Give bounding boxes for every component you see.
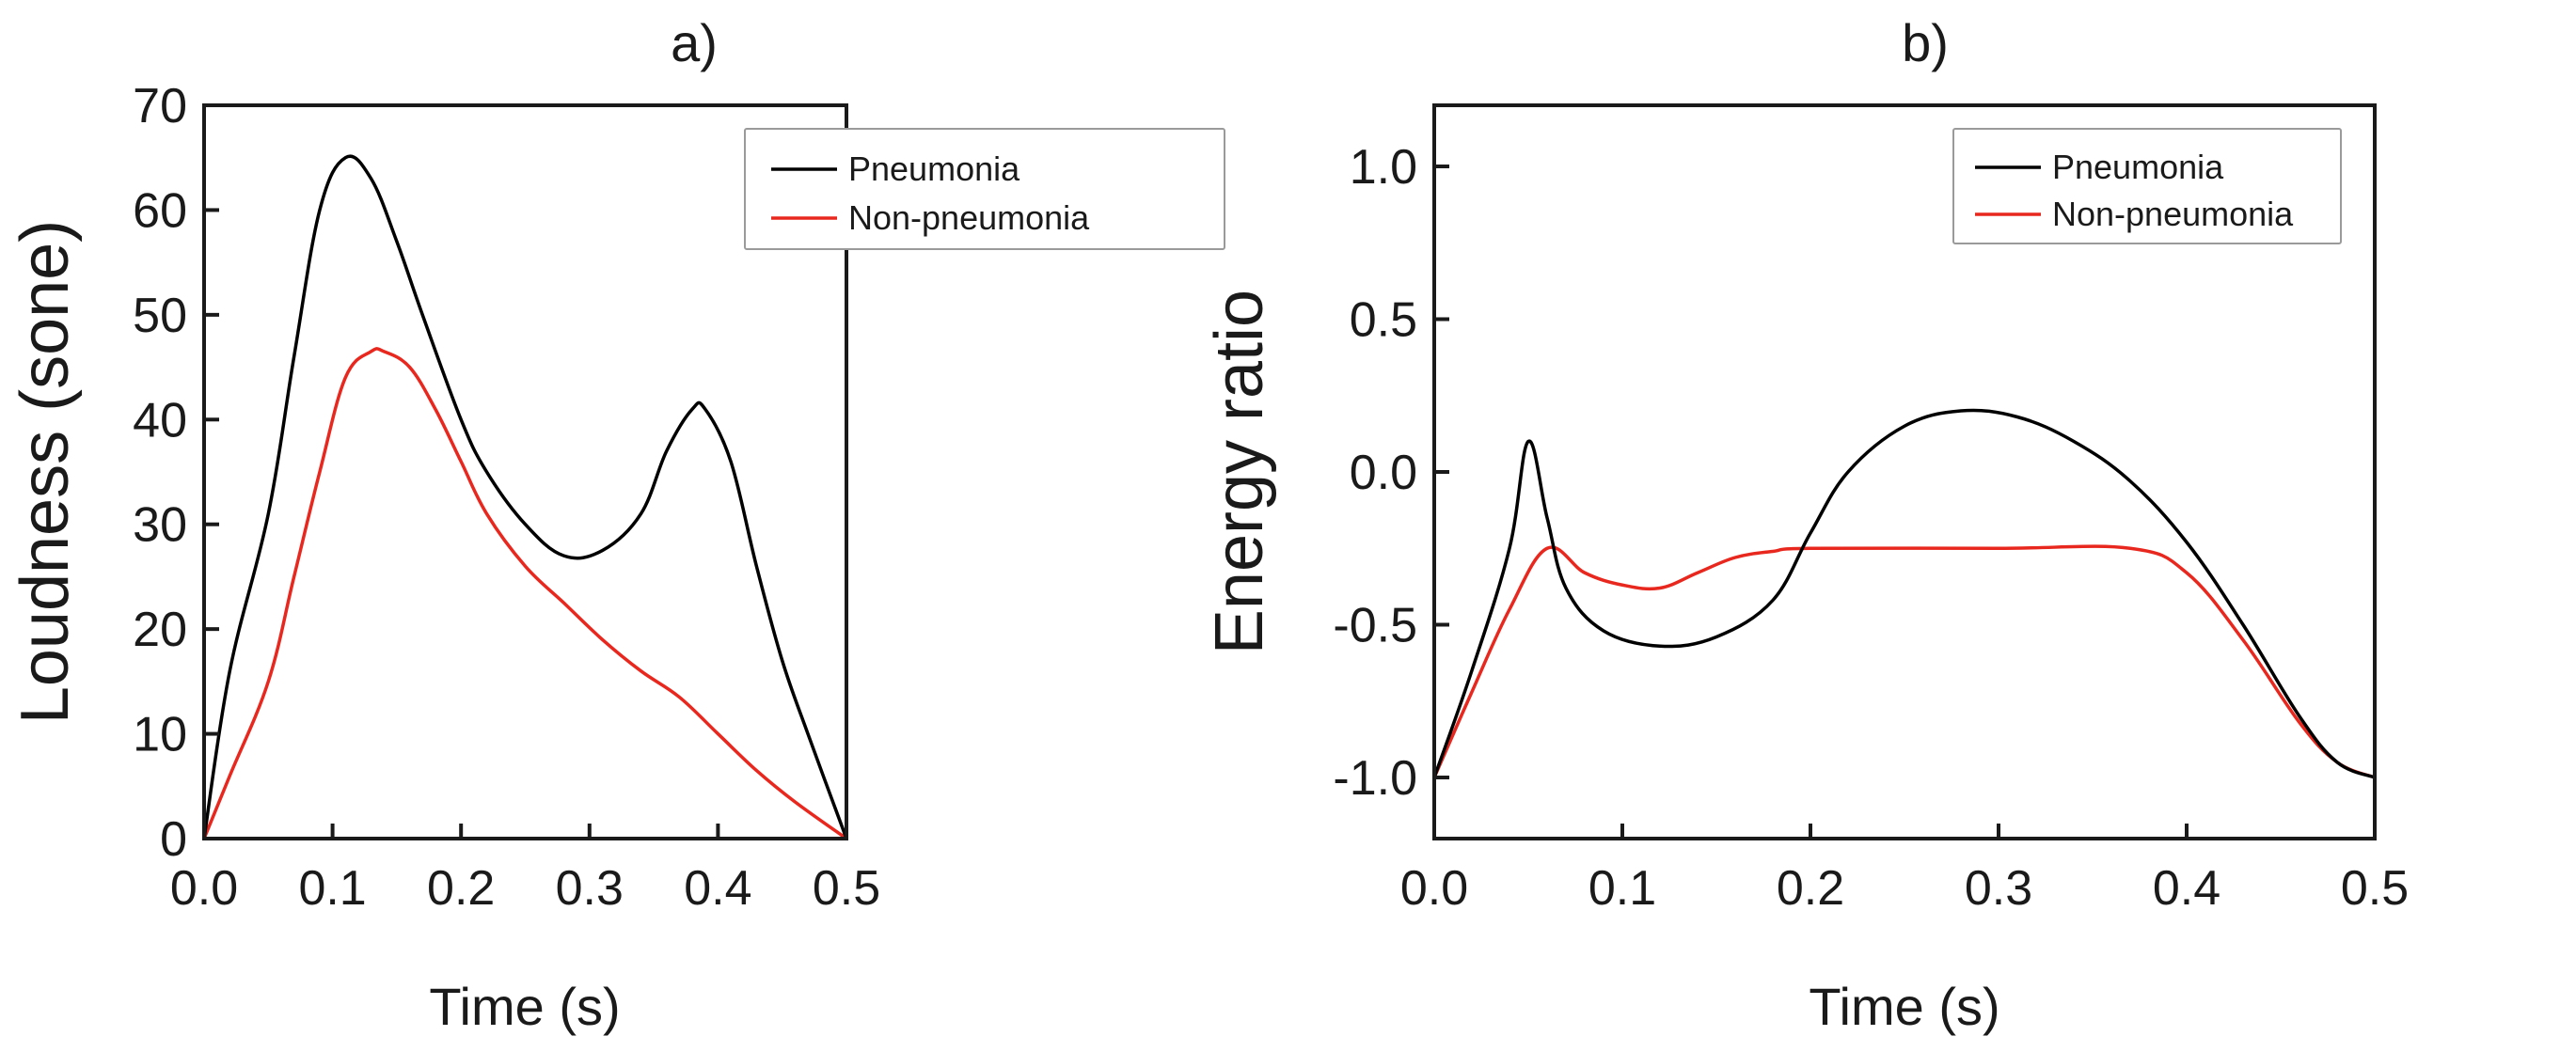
panel-b-y-tick-label: 0.5 xyxy=(1350,293,1417,348)
panel-b-legend-label-pneumonia: Pneumonia xyxy=(2052,148,2224,186)
panel-a-title: a) xyxy=(671,13,718,72)
panel-a-ticks xyxy=(202,103,848,840)
panel-b-series-non-pneumonia xyxy=(1432,544,2377,779)
panel-b-x-tick-label: 0.2 xyxy=(1777,861,1844,916)
panel-a-y-tick-label: 40 xyxy=(133,393,187,447)
panel-b-x-tick-label: 0.1 xyxy=(1588,861,1656,916)
panel-b-y-axis-title: Energy ratio xyxy=(1202,290,1277,654)
panel-a-series-non-pneumonia xyxy=(202,347,848,840)
panel-a-y-tick-label: 60 xyxy=(133,183,187,238)
panel-a-x-tick-label: 0.2 xyxy=(427,861,495,916)
panel-b: b) 0.0 0.1 0.2 0.3 0.4 0.5 -1.0 -0.5 0.0 0.5 1.0 T… xyxy=(1202,13,2409,1036)
panel-a-y-tick-label: 0 xyxy=(160,812,187,867)
panel-a-x-axis-title: Time (s) xyxy=(429,977,620,1036)
panel-a-series-layer xyxy=(202,154,848,840)
panel-a-x-tick-label: 0.3 xyxy=(556,861,624,916)
panel-a-x-tick-label: 0.5 xyxy=(813,861,880,916)
panel-b-y-tick-label: -1.0 xyxy=(1333,751,1417,806)
panel-b-x-tick-label: 0.0 xyxy=(1400,861,1468,916)
panel-a-y-tick-label: 10 xyxy=(133,708,187,762)
panel-b-legend-box xyxy=(1952,128,2342,244)
panel-b-series-pneumonia xyxy=(1432,408,2377,779)
panel-b-x-axis-title: Time (s) xyxy=(1809,977,1999,1036)
panel-a-legend-label-non-pneumonia: Non-pneumonia xyxy=(848,198,1090,237)
panel-a-y-tick-label: 20 xyxy=(133,603,187,657)
panel-a-tick-labels: 0.0 0.1 0.2 0.3 0.4 0.5 0 10 20 30 40 50 60 70 xyxy=(133,79,880,916)
panel-a-y-axis-title: Loudness (sone) xyxy=(8,220,83,724)
panel-a-plot-frame xyxy=(202,103,848,840)
panel-b-ticks xyxy=(1432,165,2377,839)
panel-b-tick-labels: 0.0 0.1 0.2 0.3 0.4 0.5 -1.0 -0.5 0.0 0.5 1.0 xyxy=(1333,140,2409,916)
panel-a-series-pneumonia xyxy=(202,154,848,840)
panel-a-y-tick-label: 30 xyxy=(133,498,187,553)
panel-a-legend: Pneumonia Non-pneumonia xyxy=(744,128,1225,250)
panel-b-series-layer xyxy=(1432,408,2377,779)
panel-b-x-tick-label: 0.3 xyxy=(1965,861,2032,916)
panel-b-title: b) xyxy=(1902,13,1949,72)
panel-a-y-tick-label: 50 xyxy=(133,289,187,343)
panel-b-x-tick-label: 0.4 xyxy=(2153,861,2220,916)
panel-a-x-tick-label: 0.1 xyxy=(298,861,366,916)
panel-b-legend-label-non-pneumonia: Non-pneumonia xyxy=(2052,195,2294,233)
panel-b-y-tick-label: 0.0 xyxy=(1350,446,1417,500)
panel-b-y-tick-label: 1.0 xyxy=(1350,140,1417,195)
panel-a: a) 0.0 0.1 0.2 0.3 0.4 0.5 0 10 20 30 40 50 60 70 Tim… xyxy=(8,13,1225,1036)
panel-a-x-tick-label: 0.4 xyxy=(684,861,751,916)
panel-a-y-tick-label: 70 xyxy=(133,79,187,133)
panel-a-legend-label-pneumonia: Pneumonia xyxy=(848,149,1020,188)
panel-b-legend: Pneumonia Non-pneumonia xyxy=(1952,128,2342,244)
panel-b-y-tick-label: -0.5 xyxy=(1333,599,1417,653)
panel-a-x-tick-label: 0.0 xyxy=(170,861,238,916)
panel-a-legend-box xyxy=(744,128,1225,250)
panel-b-x-tick-label: 0.5 xyxy=(2341,861,2409,916)
